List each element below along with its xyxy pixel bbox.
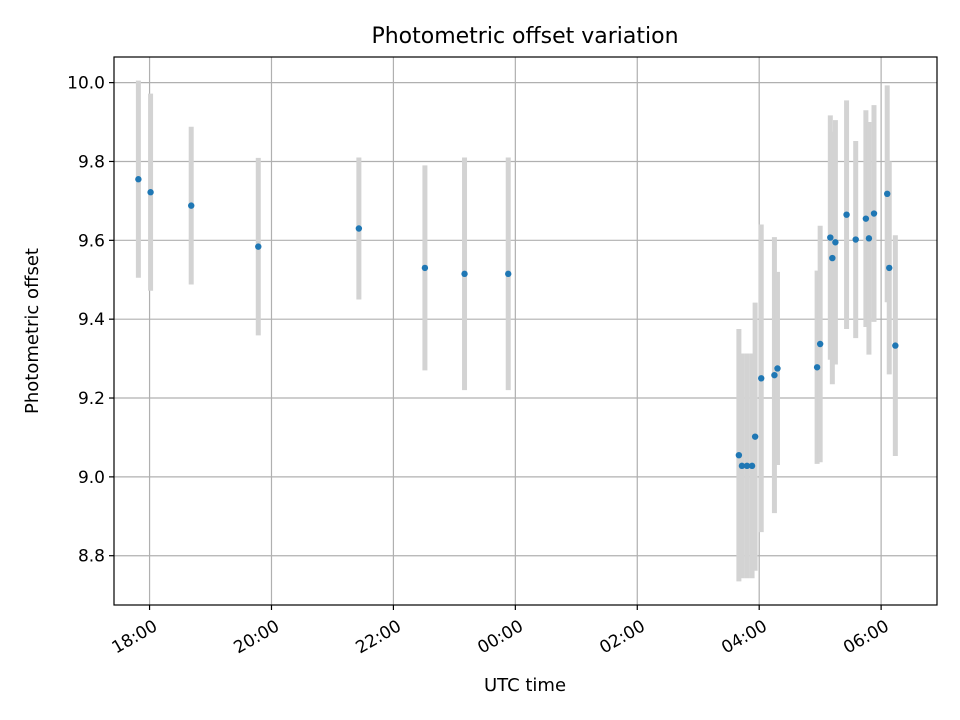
data-point bbox=[852, 236, 859, 243]
chart-title: Photometric offset variation bbox=[371, 24, 678, 49]
data-point bbox=[743, 462, 751, 470]
y-axis-label: Photometric offset bbox=[22, 248, 43, 414]
data-point bbox=[355, 225, 363, 232]
data-point bbox=[738, 462, 746, 470]
y-tick-label: 9.6 bbox=[78, 231, 105, 251]
data-point bbox=[461, 270, 468, 278]
y-tick-label: 10.0 bbox=[67, 74, 105, 94]
data-point bbox=[816, 340, 824, 348]
data-point bbox=[255, 243, 262, 250]
y-tick-label: 9.8 bbox=[78, 152, 105, 172]
plot-area-frame bbox=[113, 56, 938, 606]
y-tick-label: 9.2 bbox=[78, 389, 105, 409]
y-tick-label: 8.8 bbox=[78, 547, 105, 567]
data-point bbox=[147, 189, 154, 196]
data-point bbox=[862, 215, 870, 222]
data-point bbox=[829, 254, 836, 262]
data-point bbox=[827, 234, 834, 241]
data-point bbox=[886, 264, 893, 272]
data-point bbox=[751, 433, 759, 440]
data-point bbox=[771, 371, 778, 379]
y-tick-label: 9.4 bbox=[78, 310, 105, 330]
data-point bbox=[758, 375, 765, 382]
data-point bbox=[505, 270, 512, 278]
data-points bbox=[135, 176, 899, 470]
data-point bbox=[813, 364, 821, 371]
grid bbox=[114, 57, 937, 605]
data-point bbox=[774, 365, 781, 372]
data-point bbox=[892, 342, 899, 349]
data-point bbox=[735, 451, 743, 459]
data-point bbox=[832, 239, 839, 246]
data-point bbox=[135, 176, 142, 183]
data-point bbox=[884, 190, 891, 198]
data-point bbox=[865, 235, 873, 242]
data-point bbox=[843, 211, 850, 218]
data-point bbox=[870, 210, 878, 217]
data-point bbox=[421, 264, 429, 272]
y-axis: 8.8 9.0 9.2 9.4 9.6 9.8 10.0 bbox=[67, 74, 114, 567]
data-point bbox=[748, 462, 756, 470]
y-tick-label: 9.0 bbox=[78, 468, 105, 488]
x-axis-label: UTC time bbox=[484, 675, 566, 696]
data-point bbox=[188, 202, 195, 209]
